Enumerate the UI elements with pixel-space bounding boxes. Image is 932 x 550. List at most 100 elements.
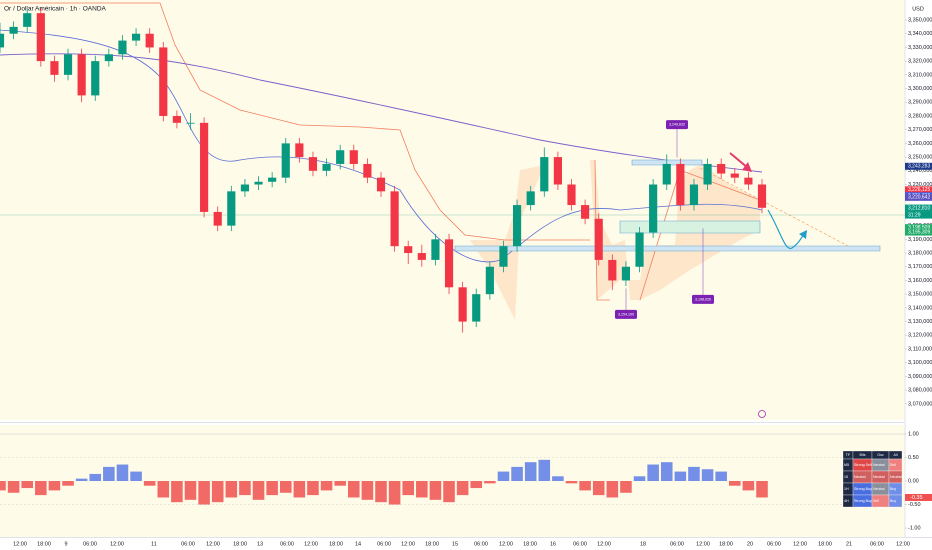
table-cell-text: Strong Buy <box>854 499 872 503</box>
y-tick-label: 3,280,000 <box>908 113 932 119</box>
osc-bar <box>130 471 142 481</box>
osc-value-label: -0.35 <box>910 495 923 501</box>
annotation-box <box>615 309 637 319</box>
countdown-box <box>905 211 932 219</box>
x-tick-label: 12:00 <box>13 541 27 547</box>
countdown-label: 31:29 <box>908 212 921 218</box>
y-tick-label: 3,170,000 <box>908 264 932 270</box>
x-tick-label: 13 <box>257 541 263 547</box>
osc-bar <box>252 481 265 500</box>
x-tick-label: 18:00 <box>329 541 343 547</box>
osc-tick-label: 1.00 <box>908 431 919 437</box>
price-tag-label: 3,212,810 <box>908 205 930 211</box>
table-cell-text: M5 <box>844 463 849 467</box>
candle-body <box>336 150 345 164</box>
osc-bar <box>143 481 156 486</box>
trend-line <box>699 167 851 248</box>
table-cell-text: Strong Sell <box>854 463 872 467</box>
y-tick-label: 3,300,000 <box>908 86 932 92</box>
table-cell-text: 4H <box>844 499 849 503</box>
table-cell-text: Neutral <box>873 463 885 467</box>
candle-body <box>635 232 644 267</box>
candle-body <box>499 246 508 267</box>
supertrend-line <box>594 159 610 301</box>
candle-body <box>730 173 739 178</box>
y-tick-label: 3,320,000 <box>908 59 932 65</box>
table-cell-text: Buy <box>890 487 896 491</box>
osc-bar <box>606 481 619 498</box>
candle-body <box>295 143 304 158</box>
arrow-up <box>767 209 805 249</box>
x-tick-label: 18:00 <box>233 541 247 547</box>
y-tick-label: 3,350,000 <box>908 17 932 23</box>
candle-body <box>0 33 5 48</box>
table-cell-text: Strong Buy <box>854 487 872 491</box>
osc-bar <box>89 473 102 481</box>
y-tick-label: 3,150,000 <box>908 292 932 298</box>
price-tag <box>905 186 932 194</box>
candle-body <box>118 40 127 55</box>
candle-body <box>91 61 100 96</box>
table-header: All <box>894 453 898 457</box>
candle-body <box>36 13 45 62</box>
osc-tick-label: 0.00 <box>908 478 919 484</box>
x-tick-label: 06:00 <box>870 541 884 547</box>
osc-bar <box>470 481 483 489</box>
annotation-label: 3,198,026 <box>695 297 711 301</box>
x-tick-label: 16 <box>550 541 556 547</box>
table-cell-text: Neutral <box>873 475 885 479</box>
osc-bar <box>171 481 183 503</box>
osc-bar <box>266 481 278 496</box>
x-tick-label: 06:00 <box>474 541 488 547</box>
osc-bar <box>524 462 537 481</box>
candle-body <box>50 61 59 75</box>
x-tick-label: 18:00 <box>719 541 733 547</box>
osc-bar <box>565 481 578 484</box>
price-tag-label: 3,198,509 <box>908 225 930 231</box>
osc-bar <box>211 481 224 503</box>
candle-body <box>608 259 617 281</box>
osc-bar <box>116 464 129 481</box>
x-tick-label: 06:00 <box>280 541 294 547</box>
price-panel <box>0 0 905 420</box>
candle-body <box>676 163 685 206</box>
annotation-box <box>666 120 688 130</box>
currency-label: USD <box>912 6 924 12</box>
osc-bar <box>225 481 238 498</box>
candle-body <box>9 26 18 34</box>
osc-bar <box>742 481 755 491</box>
osc-bar <box>456 481 469 496</box>
osc-bar <box>592 481 605 496</box>
entry-zone <box>619 220 761 234</box>
osc-bar <box>198 481 210 505</box>
osc-bar <box>320 481 333 491</box>
table-header: Bits <box>860 453 866 457</box>
candle-body <box>703 163 712 185</box>
x-tick-label: 06:00 <box>767 541 781 547</box>
x-tick-label: 18:00 <box>523 541 537 547</box>
candle-body <box>186 122 195 124</box>
candle-body <box>376 177 386 192</box>
arrow-head <box>742 162 752 172</box>
x-tick-label: 14 <box>355 541 361 547</box>
osc-bar <box>0 481 6 491</box>
y-tick-label: 3,330,000 <box>908 45 932 51</box>
osc-bar <box>579 481 591 491</box>
table-cell-text: Neutral <box>854 475 866 479</box>
price-tag-label: 3,243,283 <box>908 164 930 170</box>
osc-bar <box>511 466 523 481</box>
table-cell-text: Sell <box>890 463 896 467</box>
osc-bar <box>348 481 360 498</box>
x-tick-label: 18:00 <box>425 541 439 547</box>
osc-bar <box>416 481 428 498</box>
x-tick-label: 12:00 <box>696 541 710 547</box>
table-header: TF <box>846 453 851 457</box>
osc-tick-label: -0.50 <box>908 502 921 508</box>
y-tick-label: 3,090,000 <box>908 374 932 380</box>
candle-body <box>227 191 236 226</box>
event-marker[interactable] <box>758 410 766 418</box>
osc-bar <box>157 481 170 498</box>
candle-body <box>444 239 454 288</box>
x-tick-label: 18 <box>640 541 646 547</box>
